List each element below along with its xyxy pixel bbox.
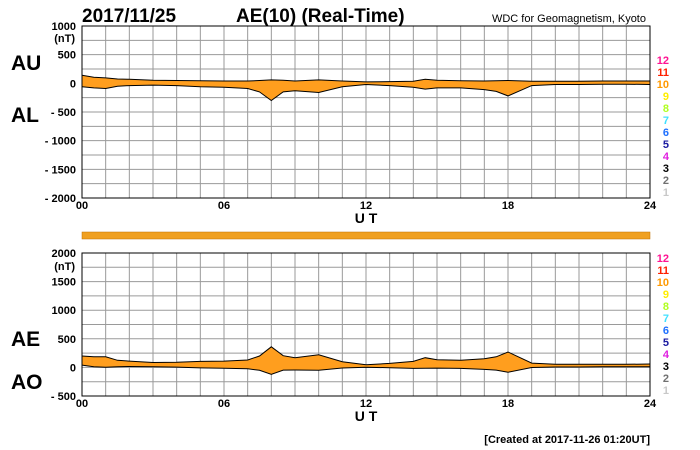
y-tick-label: - 500: [51, 391, 76, 403]
station-legend-item: 7: [663, 313, 669, 325]
al-label: AL: [11, 104, 39, 127]
station-legend-item: 3: [663, 163, 669, 175]
au-al-y-ticks: 1000 500 0 - 500 - 1000 - 1500 - 2000: [45, 21, 76, 205]
station-legend-item: 12: [657, 253, 669, 265]
y-tick-label: 500: [58, 50, 76, 62]
ae-ao-area: [81, 346, 651, 375]
station-legend-item: 10: [657, 79, 669, 91]
au-label: AU: [11, 52, 41, 75]
ae-ao-unit: (nT): [54, 261, 75, 273]
au-al-frame: [81, 25, 651, 199]
ao-label: AO: [11, 371, 43, 394]
station-legend-item: 1: [663, 187, 669, 199]
x-tick-label: 12: [360, 200, 372, 212]
y-tick-label: 1000: [52, 305, 76, 317]
y-tick-label: - 1000: [45, 136, 76, 148]
envelope-fill: [82, 346, 650, 375]
station-legend-item: 9: [663, 289, 669, 301]
data-coverage-bar: [81, 231, 651, 240]
y-tick-label: 0: [70, 78, 76, 90]
station-legend-item: 1: [663, 385, 669, 397]
y-tick-label: 0: [70, 362, 76, 374]
au-al-grid: [82, 26, 650, 198]
series-line-ao: [81, 364, 651, 375]
station-legend-item: 7: [663, 115, 669, 127]
station-legend-item: 2: [663, 373, 669, 385]
created-timestamp: [Created at 2017-11-26 01:20UT]: [484, 434, 650, 446]
au-al-xlabel: U T: [355, 210, 378, 226]
au-al-x-ticks: 00 06 12 18 24: [76, 200, 657, 212]
ae-ao-xlabel: U T: [355, 408, 378, 424]
series-line-au: [81, 74, 650, 83]
station-legend-item: 12: [657, 55, 669, 67]
ae-label: AE: [11, 328, 40, 351]
y-tick-label: 1000: [52, 21, 76, 33]
y-tick-label: - 2000: [45, 193, 76, 205]
x-tick-label: 12: [360, 398, 372, 410]
date-title: 2017/11/25: [82, 6, 176, 27]
y-tick-label: 2000: [52, 248, 76, 260]
x-tick-label: 18: [502, 200, 514, 212]
x-tick-label: 24: [644, 200, 657, 212]
station-legend-item: 8: [663, 301, 669, 313]
x-tick-label: 24: [644, 398, 657, 410]
ae-ao-y-ticks: 2000 1500 1000 500 0 - 500: [51, 248, 76, 403]
ae-ao-frame: [81, 252, 651, 397]
x-tick-label: 00: [76, 398, 88, 410]
station-legend-item: 2: [663, 175, 669, 187]
x-tick-label: 00: [76, 200, 88, 212]
series-line-al: [81, 83, 651, 102]
ae-ao-x-ticks: 00 06 12 18 24: [76, 398, 657, 410]
station-legend-item: 3: [663, 361, 669, 373]
station-legend-item: 6: [663, 127, 669, 139]
source-label: WDC for Geomagnetism, Kyoto: [492, 13, 646, 25]
station-legend-item: 11: [657, 67, 669, 79]
station-legend-item: 10: [657, 277, 669, 289]
envelope-fill: [82, 75, 650, 101]
chart-title: AE(10) (Real-Time): [236, 6, 405, 27]
x-tick-label: 06: [218, 200, 230, 212]
ae-ao-grid: [82, 253, 650, 396]
y-tick-label: - 1500: [45, 164, 76, 176]
y-tick-label: 500: [58, 334, 76, 346]
y-tick-label: 1500: [52, 277, 76, 289]
station-legend-item: 4: [663, 151, 670, 163]
station-legend-item: 4: [663, 349, 670, 361]
au-al-unit: (nT): [54, 33, 75, 45]
station-legend-item: 9: [663, 91, 669, 103]
station-legend-item: 11: [657, 265, 669, 277]
station-legend-item: 8: [663, 103, 669, 115]
x-tick-label: 18: [502, 398, 514, 410]
x-tick-label: 06: [218, 398, 230, 410]
y-tick-label: - 500: [51, 107, 76, 119]
station-legend-item: 5: [663, 337, 669, 349]
au-al-area: [81, 74, 651, 102]
station-legend-item: 5: [663, 139, 669, 151]
series-line-ae: [81, 346, 651, 366]
station-legend-item: 6: [663, 325, 669, 337]
